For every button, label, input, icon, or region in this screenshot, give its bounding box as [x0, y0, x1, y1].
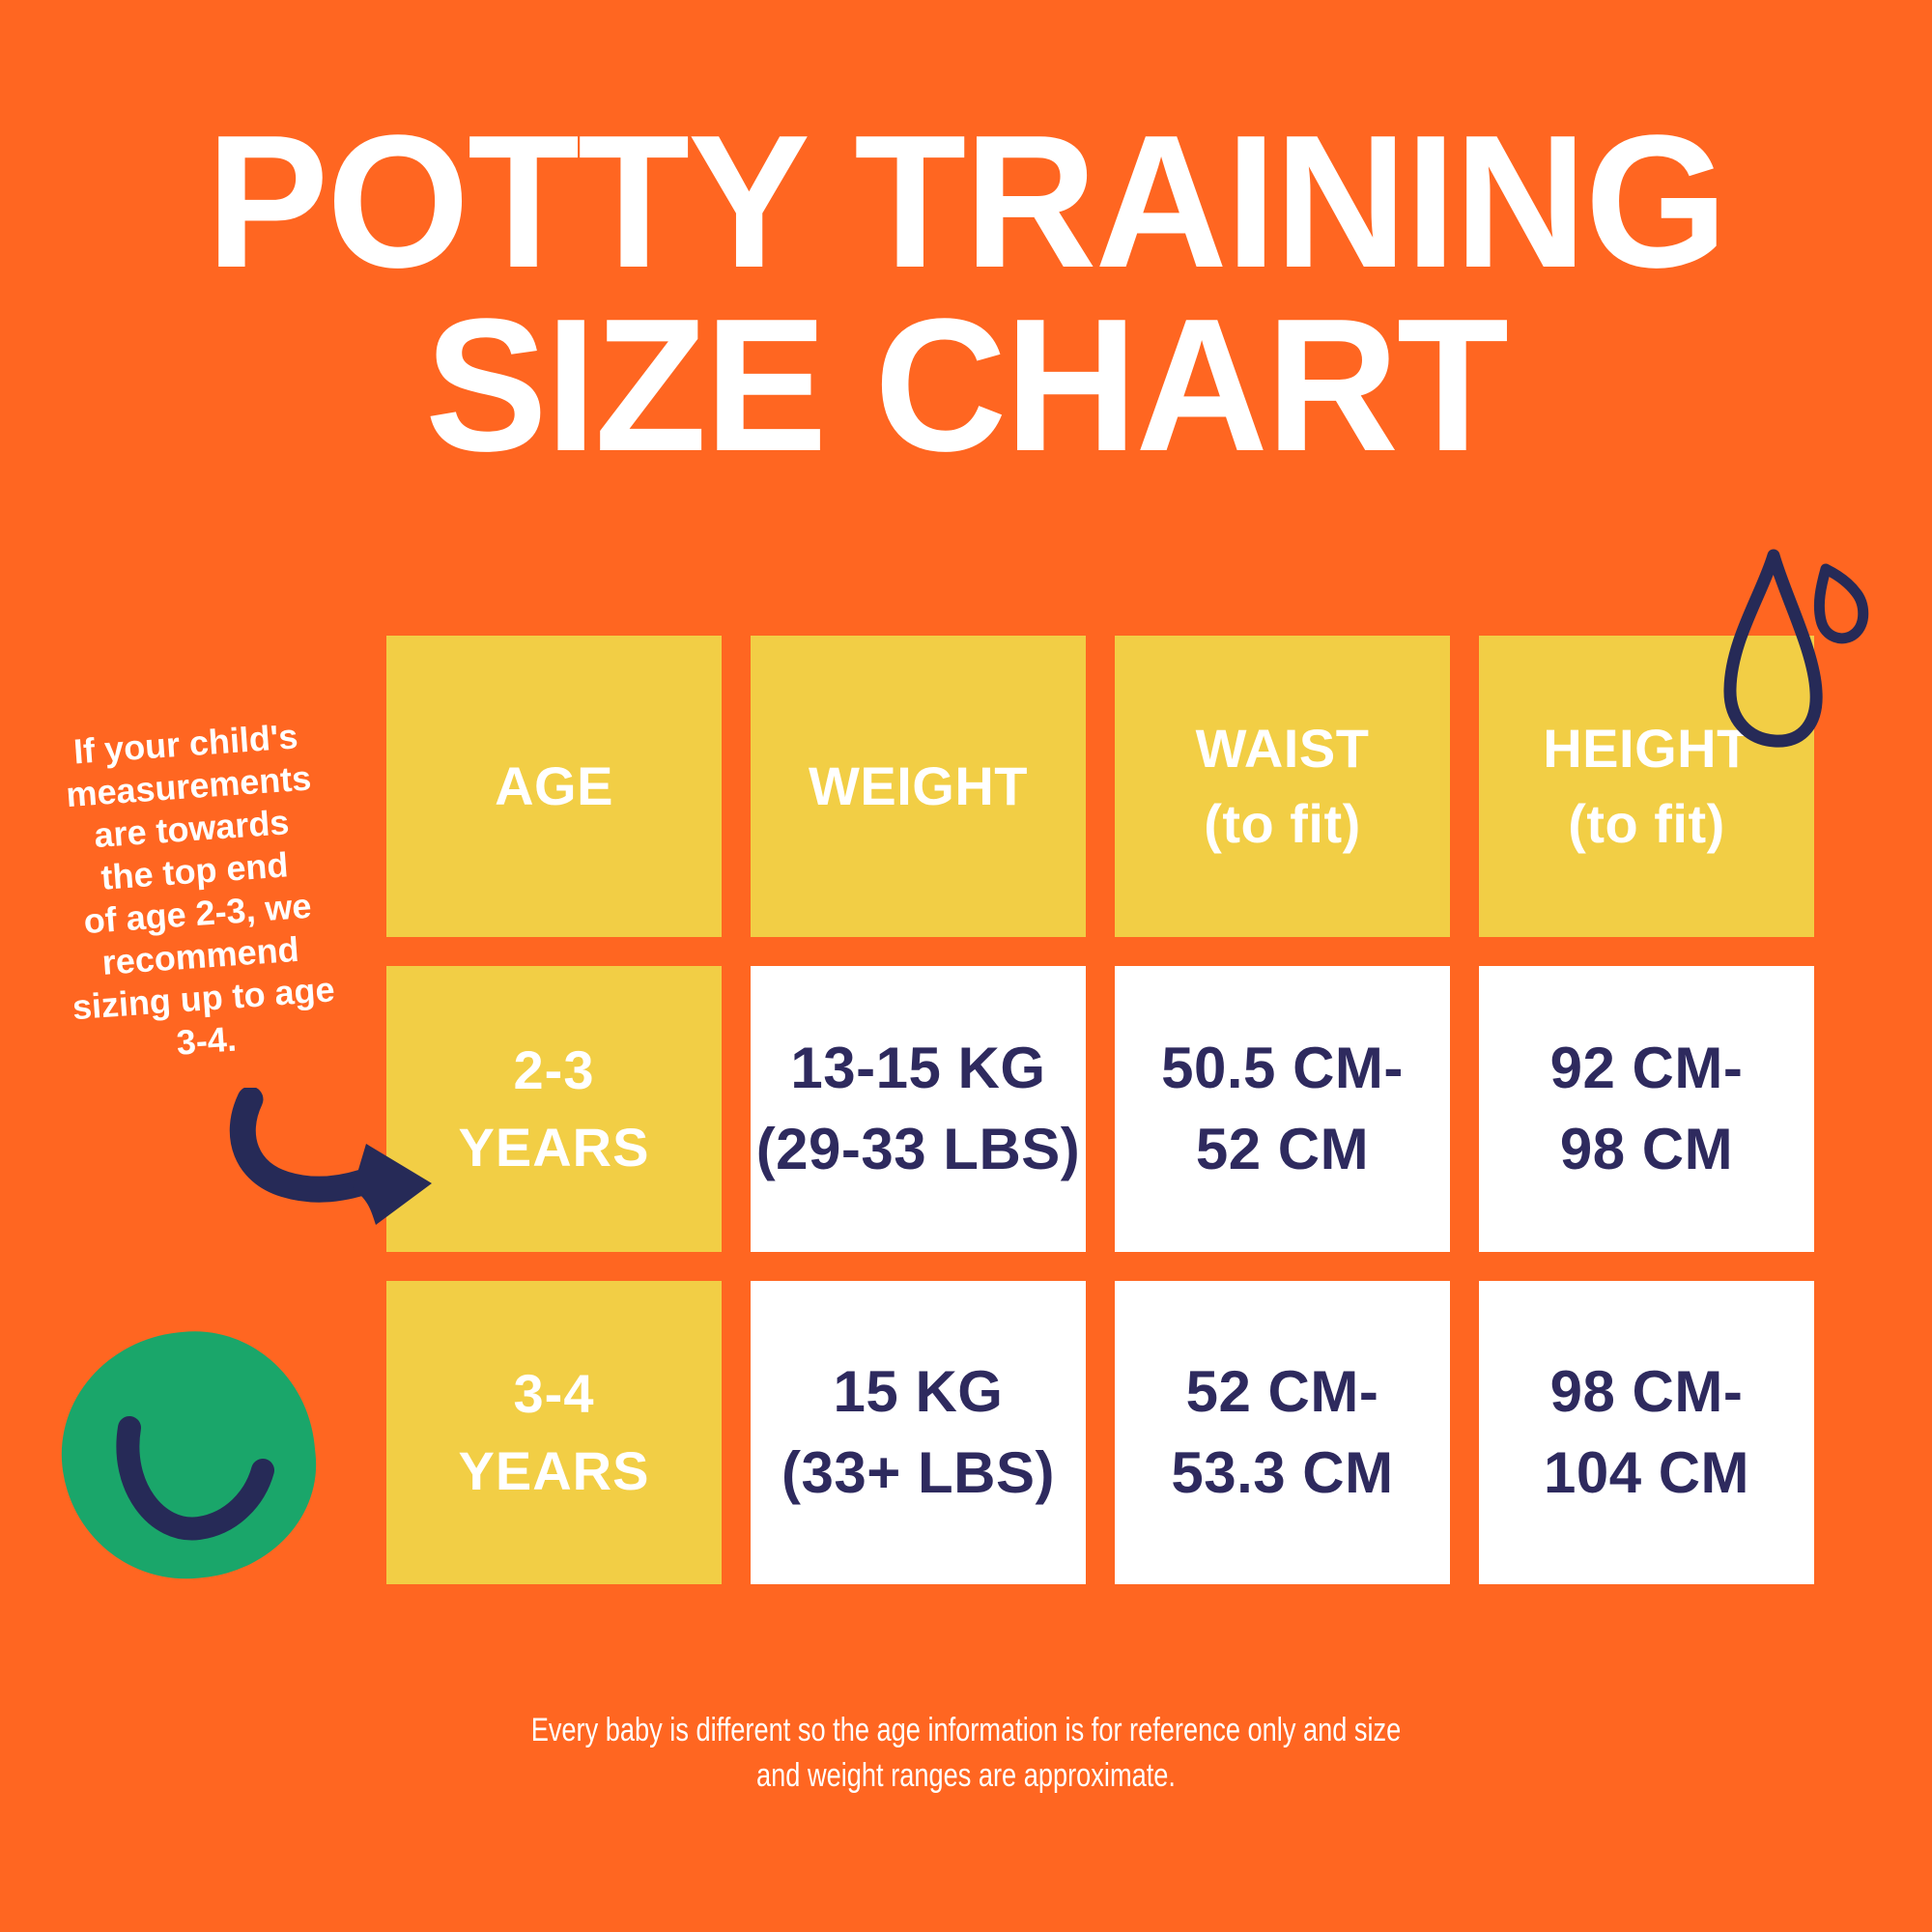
waist-range-end: 53.3 CM	[1171, 1440, 1394, 1505]
water-drops-icon	[1723, 549, 1869, 748]
sizing-up-note: If your child's measurements are towards…	[25, 712, 367, 1073]
header-cell-age: AGE	[386, 636, 722, 937]
waist-range-start: 52 CM-	[1185, 1359, 1379, 1424]
poster-title-line2: SIZE CHART	[425, 279, 1509, 492]
age-value: 3-4	[513, 1363, 595, 1424]
weight-lbs: (29-33 LBS)	[755, 1117, 1081, 1181]
header-label: WEIGHT	[809, 755, 1028, 816]
header-cell-weight: WEIGHT	[751, 636, 1086, 937]
smile-stroke-icon	[116, 1416, 274, 1541]
header-label: HEIGHT	[1543, 718, 1750, 779]
size-chart-table: AGE WEIGHT WAIST (to fit) HEIGHT (to fit…	[386, 636, 1814, 1584]
header-cell-waist: WAIST (to fit)	[1115, 636, 1450, 937]
weight-cell-3-4-years: 15 KG (33+ LBS)	[751, 1281, 1086, 1584]
waist-cell-2-3-years: 50.5 CM- 52 CM	[1115, 966, 1450, 1252]
age-cell-2-3-years: 2-3 YEARS	[386, 966, 722, 1252]
age-cell-3-4-years: 3-4 YEARS	[386, 1281, 722, 1584]
weight-lbs: (33+ LBS)	[781, 1440, 1055, 1505]
header-sublabel: (to fit)	[1568, 793, 1725, 854]
waist-range-start: 50.5 CM-	[1161, 1036, 1404, 1100]
waist-range-end: 52 CM	[1195, 1117, 1370, 1181]
height-range-start: 92 CM-	[1549, 1036, 1744, 1100]
disclaimer-line1: Every baby is different so the age infor…	[530, 1712, 1402, 1748]
age-value: 2-3	[513, 1039, 595, 1100]
height-range-end: 104 CM	[1543, 1440, 1750, 1505]
header-cell-height: HEIGHT (to fit)	[1479, 636, 1814, 937]
height-range-end: 98 CM	[1559, 1117, 1734, 1181]
height-cell-2-3-years: 92 CM- 98 CM	[1479, 966, 1814, 1252]
age-unit: YEARS	[458, 1440, 650, 1501]
disclaimer-text: Every baby is different so the age infor…	[193, 1708, 1739, 1799]
height-cell-3-4-years: 98 CM- 104 CM	[1479, 1281, 1814, 1584]
disclaimer-line2: and weight ranges are approximate.	[756, 1757, 1176, 1794]
age-unit: YEARS	[458, 1117, 650, 1178]
weight-cell-2-3-years: 13-15 KG (29-33 LBS)	[751, 966, 1086, 1252]
curved-arrow-icon	[229, 1088, 432, 1225]
weight-kg: 15 KG	[833, 1359, 1004, 1424]
header-label: AGE	[495, 755, 613, 816]
weight-kg: 13-15 KG	[790, 1036, 1046, 1100]
poster-title-line1: POTTY TRAINING	[206, 96, 1728, 308]
header-label: WAIST	[1195, 718, 1370, 779]
waist-cell-3-4-years: 52 CM- 53.3 CM	[1115, 1281, 1450, 1584]
header-sublabel: (to fit)	[1204, 793, 1361, 854]
height-range-start: 98 CM-	[1549, 1359, 1744, 1424]
